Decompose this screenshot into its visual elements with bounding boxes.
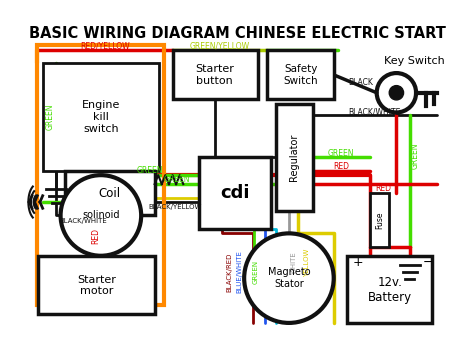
- Circle shape: [244, 233, 334, 323]
- Bar: [275, 103, 313, 211]
- Text: BASIC WIRING DIAGRAM CHINESE ELECTRIC START: BASIC WIRING DIAGRAM CHINESE ELECTRIC ST…: [28, 26, 446, 41]
- Text: −: −: [422, 256, 433, 269]
- Text: cdi: cdi: [220, 184, 250, 202]
- Text: GREEN/YELLOW: GREEN/YELLOW: [190, 42, 250, 51]
- Text: Regulator: Regulator: [289, 133, 299, 181]
- Bar: [38, 256, 155, 314]
- Text: RED: RED: [375, 184, 391, 193]
- Bar: [347, 256, 432, 323]
- Text: RED/YELLOW: RED/YELLOW: [81, 42, 130, 51]
- Text: GREEN: GREEN: [410, 142, 419, 169]
- Bar: [43, 63, 159, 171]
- Text: BLACK/YELLOW: BLACK/YELLOW: [148, 204, 202, 210]
- Text: Key Switch: Key Switch: [384, 56, 445, 66]
- Text: solinoid: solinoid: [82, 210, 119, 221]
- Text: WHITE: WHITE: [291, 252, 296, 274]
- Bar: [173, 50, 257, 99]
- Text: RED: RED: [91, 228, 100, 244]
- Text: Fuse: Fuse: [375, 211, 384, 229]
- Text: GREEN: GREEN: [328, 149, 354, 158]
- Text: BLACK/WHITE: BLACK/WHITE: [348, 107, 400, 116]
- Text: BLACK/WHITE: BLACK/WHITE: [59, 218, 107, 224]
- Text: 12v.
Battery: 12v. Battery: [368, 276, 412, 304]
- Circle shape: [61, 175, 141, 256]
- Text: Coil: Coil: [99, 187, 121, 199]
- Text: RED: RED: [333, 162, 349, 171]
- Text: Magneto
Stator: Magneto Stator: [268, 267, 310, 289]
- Text: GREEN: GREEN: [137, 166, 164, 175]
- Text: BLACK: BLACK: [348, 78, 373, 86]
- Text: Starter
motor: Starter motor: [77, 275, 116, 296]
- Bar: [200, 157, 271, 229]
- Text: GREEN: GREEN: [46, 104, 55, 130]
- Text: BLACK/RED: BLACK/RED: [226, 252, 232, 292]
- Text: YELLOW: YELLOW: [304, 249, 310, 277]
- Text: BLUE/WHITE: BLUE/WHITE: [237, 250, 243, 293]
- Text: GREEN: GREEN: [164, 175, 190, 184]
- Bar: [370, 193, 389, 247]
- Text: Engine
kill
switch: Engine kill switch: [82, 100, 120, 133]
- Bar: [37, 45, 164, 305]
- Circle shape: [389, 86, 403, 100]
- Bar: [266, 50, 334, 99]
- Bar: [65, 171, 155, 215]
- Text: Starter
button: Starter button: [195, 64, 234, 86]
- Text: Safety
Switch: Safety Switch: [283, 64, 318, 86]
- Text: GREEN: GREEN: [253, 260, 259, 284]
- Text: +: +: [353, 256, 363, 269]
